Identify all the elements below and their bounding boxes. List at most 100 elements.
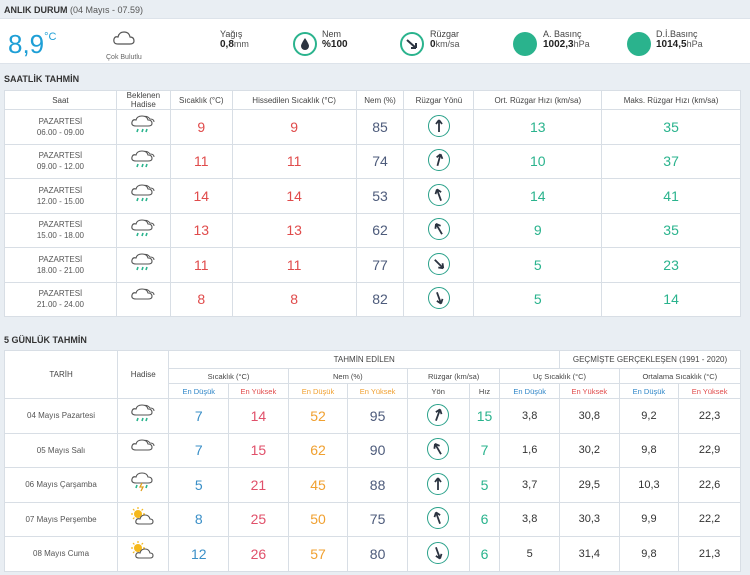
avg-low-cell: 9,2 (618, 398, 680, 434)
col-feels: Hissedilen Sıcaklık (°C) (231, 90, 357, 110)
temp-high-cell: 15 (228, 432, 289, 468)
temp-high-cell: 14 (228, 398, 289, 434)
date-cell: 07 Mayıs Perşembe (3, 501, 119, 537)
feels-cell: 9 (231, 109, 357, 145)
hadise-cell (117, 536, 170, 572)
wind-arrow-icon (427, 183, 450, 206)
col-humidity: Nem (%) (355, 90, 405, 110)
avg-high-header: En Yüksek (678, 383, 741, 399)
hum-low-cell: 50 (287, 501, 349, 537)
humidity-icon (293, 32, 317, 56)
temp-high-header: En Yüksek (228, 383, 289, 399)
max-wind-cell: 14 (601, 281, 741, 317)
avg-wind-cell: 5 (473, 281, 603, 317)
wind-arrow-icon (427, 252, 450, 275)
wind-dir-cell (406, 398, 470, 434)
hum-high-cell: 88 (347, 467, 408, 503)
table-row: 06 Mayıs Çarşamba 5 21 45 88 5 3,7 29,5 10,3 22,6 (3, 467, 741, 503)
hadise-cell (115, 281, 171, 317)
hum-low-cell: 52 (287, 398, 349, 434)
hum-high-cell: 75 (347, 501, 408, 537)
col-hadise: Hadise (117, 350, 170, 399)
ext-high-cell: 30,8 (559, 398, 620, 434)
group-forecast: TAHMİN EDİLEN (168, 350, 560, 369)
col-saat: Saat (4, 90, 117, 110)
humidity-cell: 74 (355, 143, 405, 179)
temp-low-cell: 12 (168, 536, 230, 572)
hum-low-cell: 62 (287, 432, 349, 468)
humidity-cell: 77 (355, 247, 405, 283)
avg-low-cell: 9,8 (618, 432, 680, 468)
wind-dir-cell (403, 281, 475, 317)
avg-low-cell: 10,3 (618, 467, 680, 503)
sea-pressure-icon (627, 32, 651, 56)
temp-high-cell: 26 (228, 536, 289, 572)
hadise-cell (117, 501, 170, 537)
cloud-rain-icon (131, 115, 155, 133)
temp-cell: 14 (169, 178, 233, 214)
col-max-wind: Maks. Rüzgar Hızı (km/sa) (601, 90, 741, 110)
ext-high-cell: 30,2 (559, 432, 620, 468)
hadise-cell (115, 247, 171, 283)
max-wind-cell: 37 (601, 143, 741, 179)
wind-dir-cell (406, 467, 470, 503)
date-cell: 04 Mayıs Pazartesi (3, 398, 119, 434)
col-humidity: Nem (%) (287, 368, 408, 384)
wind-speed-cell: 15 (468, 398, 501, 434)
ext-low-cell: 3,8 (499, 398, 560, 434)
wind-dir-cell (403, 212, 475, 248)
table-row: 05 Mayıs Salı 7 15 62 90 7 1,6 30,2 9,8 22,9 (3, 432, 741, 468)
cloud-storm-icon (131, 472, 153, 492)
table-row: 08 Mayıs Cuma 12 26 57 80 6 5 31,4 9,8 21,3 (3, 536, 741, 572)
wind-speed-cell: 5 (468, 467, 501, 503)
hum-high-header: En Yüksek (347, 383, 408, 399)
table-row: 04 Mayıs Pazartesi 7 14 52 95 15 3,8 30,8 9,2 22,… (3, 398, 741, 434)
temp-cell: 13 (169, 212, 233, 248)
ext-high-header: En Yüksek (559, 383, 620, 399)
pressure-metric: A. Basınç 1002,3hPa (543, 29, 590, 50)
hum-high-cell: 90 (347, 432, 408, 468)
hum-low-header: En Düşük (287, 383, 349, 399)
feels-cell: 11 (231, 143, 357, 179)
cloud-icon (131, 439, 155, 451)
rain-metric: Yağış 0,8mm (220, 29, 249, 50)
wind-dir-cell (403, 143, 475, 179)
hadise-cell (115, 143, 171, 179)
hum-high-cell: 95 (347, 398, 408, 434)
wind-arrow-icon (427, 438, 450, 461)
feels-cell: 13 (231, 212, 357, 248)
humidity-metric: Nem %100 (322, 29, 348, 50)
hourly-section-title: SAATLİK TAHMİN (4, 74, 80, 84)
time-cell: PAZARTESİ 18.00 - 21.00 (4, 247, 117, 283)
temp-high-cell: 25 (228, 501, 289, 537)
cloud-rain-icon (131, 184, 155, 202)
max-wind-cell: 35 (601, 212, 741, 248)
wind-direction-icon (400, 32, 424, 56)
ext-high-cell: 30,3 (559, 501, 620, 537)
wind-speed-cell: 6 (468, 501, 501, 537)
col-wind: Rüzgar (km/sa) (406, 368, 501, 384)
current-conditions-panel: 8,9°C Çok Bulutlu Yağış 0,8mm Nem %100 R… (0, 18, 750, 64)
hadise-cell (117, 398, 170, 434)
wind-speed-cell: 6 (468, 536, 501, 572)
humidity-cell: 85 (355, 109, 405, 145)
wind-dir-cell (403, 109, 475, 145)
max-wind-cell: 23 (601, 247, 741, 283)
avg-high-cell: 22,9 (678, 432, 741, 468)
max-wind-cell: 41 (601, 178, 741, 214)
col-hadise: Beklenen Hadise (115, 90, 171, 110)
wind-dir-cell (406, 501, 470, 537)
col-avg-wind: Ort. Rüzgar Hızı (km/sa) (473, 90, 603, 110)
hadise-cell (117, 432, 170, 468)
wind-arrow-icon (427, 287, 450, 310)
avg-wind-cell: 13 (473, 109, 603, 145)
wind-arrow-icon (427, 218, 450, 241)
col-temp: Sıcaklık (°C) (169, 90, 233, 110)
ext-low-cell: 3,7 (499, 467, 560, 503)
humidity-cell: 62 (355, 212, 405, 248)
wind-dir-header: Yön (406, 383, 470, 399)
wind-dir-cell (406, 536, 470, 572)
hum-low-cell: 45 (287, 467, 349, 503)
cloud-rain-icon (131, 150, 155, 168)
group-history: GEÇMİŞTE GERÇEKLEŞEN (1991 - 2020) (559, 350, 741, 369)
